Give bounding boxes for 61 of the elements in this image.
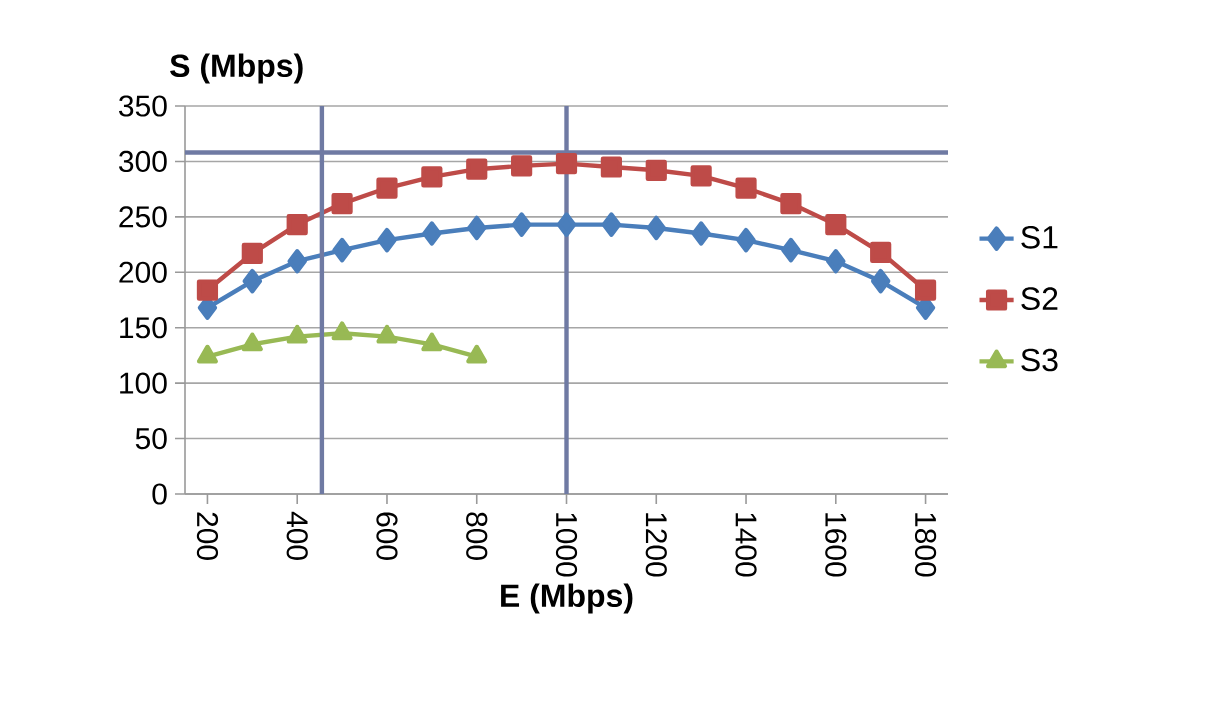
point — [241, 242, 263, 265]
point — [556, 212, 577, 237]
point — [331, 192, 353, 215]
point — [332, 237, 352, 263]
x-tick-label: 1600 — [825, 513, 847, 577]
y-tick-label: 200 — [119, 261, 167, 283]
point — [555, 153, 578, 175]
point — [196, 344, 218, 364]
point — [736, 227, 756, 253]
y-tick-label: 50 — [135, 427, 167, 450]
y-tick-label: 100 — [120, 372, 167, 394]
point — [511, 212, 532, 237]
x-tick-label: 600 — [376, 512, 398, 560]
x-tick-label: 1800 — [914, 513, 937, 577]
point — [377, 227, 397, 253]
point — [467, 215, 487, 241]
x-tick-label: 1000 — [555, 513, 578, 577]
point — [735, 177, 757, 199]
x-tick-label: 800 — [466, 512, 488, 560]
y-tick-label: 150 — [120, 317, 167, 339]
y-tick-label: 350 — [119, 95, 167, 117]
legend-label: S1 — [1021, 226, 1058, 249]
point — [870, 268, 891, 294]
point — [870, 241, 892, 263]
point — [691, 221, 711, 246]
point — [242, 268, 263, 294]
x-tick-label: 400 — [286, 511, 308, 560]
y-tick-label: 0 — [152, 483, 167, 505]
point — [241, 332, 263, 352]
x-tick-label: 1400 — [735, 513, 757, 577]
x-tick-label: 1200 — [645, 513, 667, 577]
point — [422, 221, 442, 246]
point — [914, 279, 937, 301]
point — [690, 165, 712, 187]
point — [421, 166, 443, 188]
y-axis-title: S (Mbps) — [170, 53, 303, 84]
point — [825, 214, 847, 236]
point — [781, 237, 801, 263]
point — [421, 332, 443, 352]
legend-label: S3 — [1021, 348, 1058, 372]
y-tick-label: 300 — [119, 150, 167, 173]
point — [376, 324, 398, 344]
x-axis-title: E (Mbps) — [501, 583, 633, 614]
point — [196, 279, 219, 301]
point — [331, 321, 353, 341]
point — [645, 159, 667, 181]
point — [466, 158, 488, 180]
point — [600, 156, 622, 178]
point — [466, 344, 488, 364]
x-tick-label: 200 — [196, 512, 219, 560]
point — [646, 215, 666, 241]
point — [286, 214, 308, 236]
point — [287, 249, 307, 274]
legend-label: S2 — [1021, 287, 1058, 310]
point — [376, 177, 398, 199]
y-tick-label: 250 — [119, 206, 167, 228]
point — [780, 192, 802, 215]
point — [826, 249, 846, 274]
point — [511, 155, 533, 177]
point — [286, 324, 308, 344]
point — [601, 212, 622, 237]
